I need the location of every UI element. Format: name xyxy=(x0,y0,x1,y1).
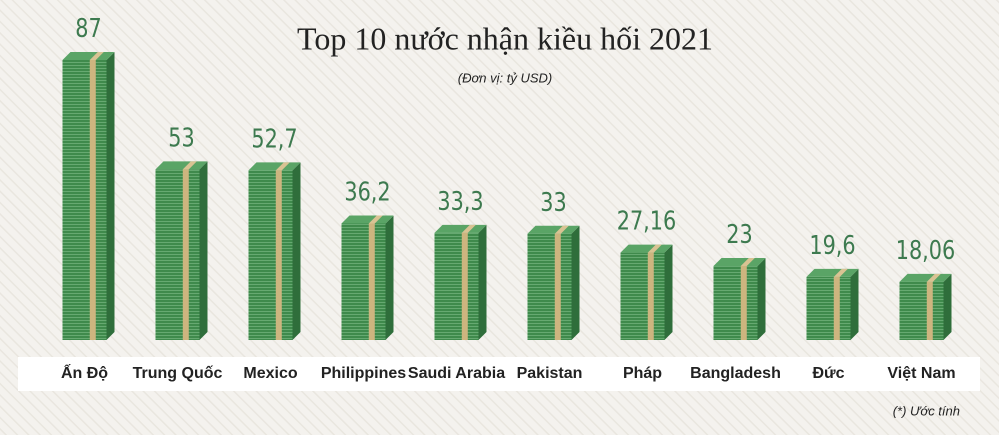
bar-band-top xyxy=(740,257,755,266)
value-label: 53 xyxy=(168,122,194,153)
value-label: 23 xyxy=(726,219,752,250)
value-label: 19,6 xyxy=(809,230,855,261)
x-tick-label: Bangladesh xyxy=(690,365,781,382)
bar-side xyxy=(757,257,766,340)
bar-top xyxy=(713,257,766,266)
bar-top xyxy=(62,52,115,60)
bar-band xyxy=(182,169,189,340)
bar-band xyxy=(554,233,561,340)
bar-top xyxy=(899,273,952,282)
value-label: 36,2 xyxy=(344,176,390,207)
bar-top xyxy=(527,225,580,234)
bar-side xyxy=(385,215,394,340)
x-tick-label: Trung Quốc xyxy=(133,365,223,382)
value-label: 87 xyxy=(75,13,101,44)
bar-band xyxy=(275,170,282,340)
value-label: 33,3 xyxy=(437,186,483,217)
bar-texture xyxy=(620,252,665,340)
x-tick-label: Pháp xyxy=(623,365,662,382)
value-label: 33 xyxy=(540,187,566,218)
bar-band-top xyxy=(368,215,383,224)
value-label: 27,16 xyxy=(617,205,677,236)
category-strip xyxy=(18,357,980,391)
bar-band xyxy=(89,60,96,340)
value-label: 18,06 xyxy=(896,235,956,266)
x-tick-label: Ấn Độ xyxy=(61,363,108,382)
bar-top xyxy=(248,162,301,171)
bar-texture xyxy=(527,233,572,340)
subtitle: (Đơn vị: tỷ USD) xyxy=(458,70,553,85)
bar-band-top xyxy=(461,224,476,233)
x-tick-label: Pakistan xyxy=(517,365,583,382)
bar-top xyxy=(806,268,859,277)
bar-band xyxy=(461,232,468,340)
bar-band-top xyxy=(554,225,569,234)
bar-texture xyxy=(713,265,758,340)
bar-texture xyxy=(248,170,293,340)
bar-band xyxy=(740,265,747,340)
value-label: 52,7 xyxy=(251,123,297,154)
x-tick-label: Philippines xyxy=(321,365,406,382)
bar-band-top xyxy=(275,162,290,171)
bar-band-top xyxy=(647,244,662,253)
bar-texture xyxy=(155,169,200,340)
bar-texture xyxy=(806,276,851,340)
x-tick-label: Việt Nam xyxy=(887,365,955,382)
bar-band-top xyxy=(833,268,848,277)
bar-side xyxy=(850,268,859,340)
bar-side xyxy=(199,161,208,340)
bar-side xyxy=(106,52,115,340)
bar-band xyxy=(926,281,933,340)
bar-texture xyxy=(341,223,386,340)
bar-top xyxy=(434,224,487,233)
bar-top xyxy=(341,215,394,224)
bar-band-top xyxy=(926,273,941,282)
bar-texture xyxy=(434,232,479,340)
bar-side xyxy=(943,273,952,340)
bar-band xyxy=(368,223,375,340)
bar-band xyxy=(647,252,654,340)
bar-side xyxy=(478,224,487,340)
bar-top xyxy=(620,244,673,253)
bar-band-top xyxy=(89,52,104,60)
bar-texture xyxy=(62,60,107,340)
x-tick-label: Saudi Arabia xyxy=(408,365,505,382)
bar-side xyxy=(292,162,301,340)
bar-band-top xyxy=(182,161,197,170)
footnote: (*) Ước tính xyxy=(893,403,960,418)
bar-band xyxy=(833,276,840,340)
chart-title: Top 10 nước nhận kiều hối 2021 xyxy=(297,20,713,56)
x-tick-label: Đức xyxy=(812,365,844,382)
bar-side xyxy=(571,225,580,340)
bar-top xyxy=(155,161,208,170)
x-tick-label: Mexico xyxy=(243,365,297,382)
bar-texture xyxy=(899,281,944,340)
bar-side xyxy=(664,244,673,340)
